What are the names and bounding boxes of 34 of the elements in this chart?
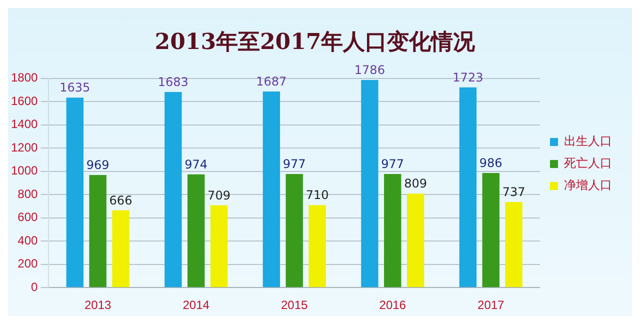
x-tick-label: 2015: [280, 298, 308, 312]
data-label: 1786: [354, 63, 385, 78]
y-tick-label: 600: [18, 210, 38, 224]
data-label: 986: [479, 156, 502, 170]
data-label: 709: [208, 188, 230, 202]
chart-title: 2013年至2017年人口变化情况: [154, 28, 476, 55]
data-label: 1723: [452, 70, 484, 84]
y-tick-label: 400: [18, 233, 38, 248]
legend-label: 净增人口: [564, 178, 612, 192]
data-label: 969: [86, 158, 110, 172]
y-tick-label: 1000: [10, 164, 38, 178]
data-label: 666: [109, 193, 132, 208]
x-tick-label: 2013: [84, 298, 112, 312]
data-label: 1683: [158, 75, 188, 90]
data-label: 974: [184, 158, 208, 172]
data-label: 710: [306, 188, 329, 202]
y-tick-label: 1800: [10, 70, 38, 85]
legend-label: 死亡人口: [564, 156, 612, 170]
data-label: 809: [404, 176, 427, 191]
y-tick-label: 1600: [10, 94, 38, 108]
x-tick-label: 2017: [478, 298, 505, 312]
x-tick-label: 2014: [182, 298, 210, 312]
data-label: 1687: [256, 74, 287, 89]
data-label: 977: [381, 157, 404, 172]
y-tick-label: 0: [31, 280, 38, 294]
legend-label: 出生人口: [564, 134, 612, 148]
data-label: 737: [502, 185, 526, 200]
y-tick-label: 1200: [10, 140, 38, 154]
x-tick-label: 2016: [379, 298, 406, 312]
data-label: 1635: [60, 80, 90, 95]
y-tick-label: 1400: [10, 117, 38, 132]
y-tick-label: 800: [18, 186, 38, 201]
data-label: 977: [282, 157, 306, 172]
y-tick-label: 200: [18, 256, 38, 271]
